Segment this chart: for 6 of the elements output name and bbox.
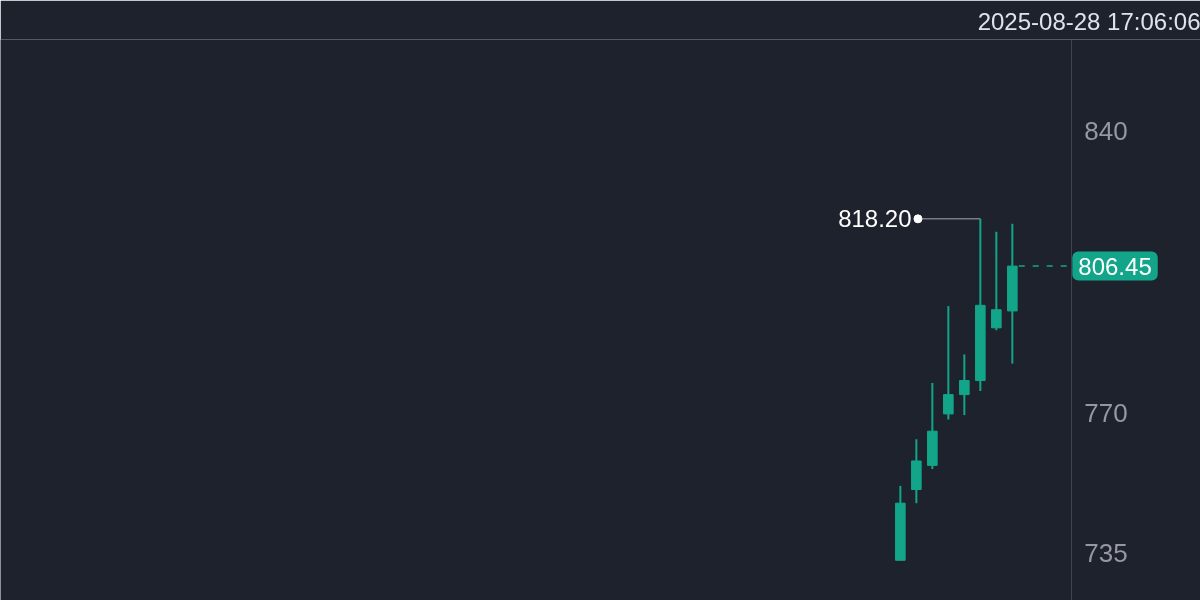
y-tick-label: 840 (1084, 116, 1128, 147)
annotation: 818.20 (838, 205, 912, 233)
y-tick-label: 770 (1084, 397, 1128, 428)
ref-line-label: 806.45 (1078, 252, 1152, 280)
text: 2025-08-28 17:06:06 (977, 7, 1200, 35)
y-tick-label: 735 (1084, 538, 1128, 569)
